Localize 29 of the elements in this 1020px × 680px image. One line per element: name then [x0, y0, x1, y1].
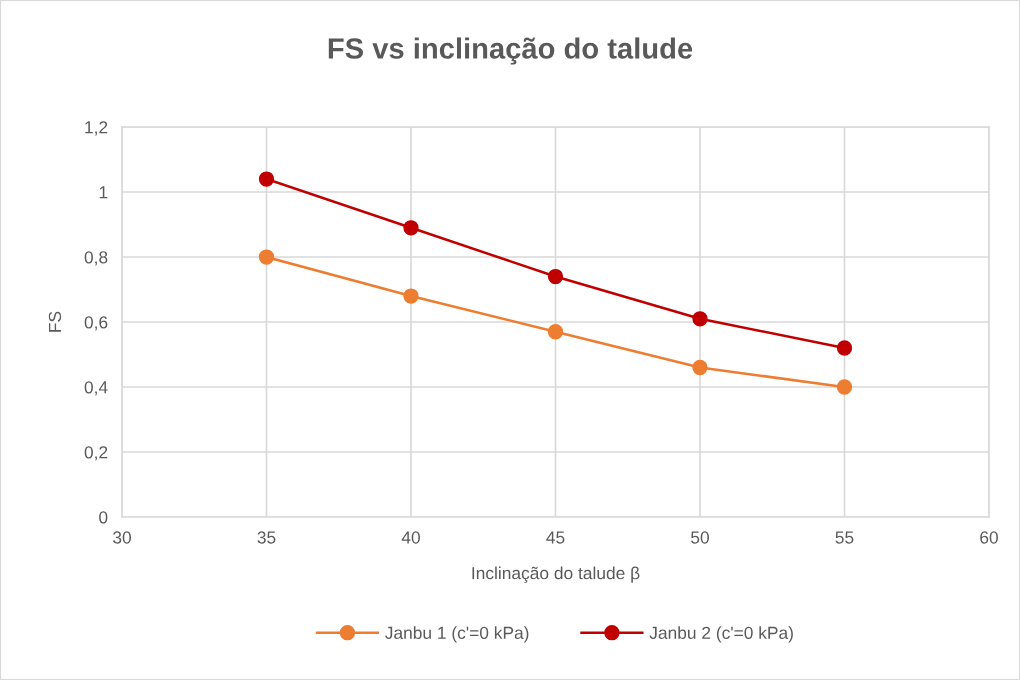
- point: [547, 268, 564, 285]
- y-tick-label: 0: [99, 511, 108, 524]
- x-tick-label: 45: [546, 531, 565, 544]
- x-tick-label: 30: [113, 531, 131, 544]
- point: [258, 249, 275, 265]
- chart-title: FS vs inclinação do talude: [328, 37, 693, 65]
- x-axis-title: Inclinação do talude β: [472, 566, 640, 583]
- x-tick-label: 35: [257, 531, 276, 544]
- y-tick-label: 0,6: [84, 316, 108, 331]
- x-tick-label: 55: [835, 531, 854, 544]
- y-tick-label: 0,8: [84, 251, 108, 266]
- point: [692, 359, 708, 376]
- y-tick-label: 0,2: [84, 446, 108, 461]
- y-tick-label: 1: [99, 186, 108, 199]
- legend-label: Janbu 2 (c'=0 kPa): [649, 626, 793, 643]
- point: [403, 288, 419, 304]
- y-tick-label: 1,2: [85, 121, 108, 136]
- point: [547, 324, 564, 340]
- point: [692, 311, 708, 327]
- y-axis-title: FS: [48, 311, 62, 332]
- point: [836, 379, 853, 395]
- x-tick-label: 40: [401, 531, 420, 544]
- point: [836, 340, 853, 356]
- x-tick-label: 60: [980, 531, 998, 544]
- legend-label: Janbu 1 (c'=0 kPa): [385, 626, 529, 643]
- x-tick-label: 50: [691, 531, 709, 544]
- point: [258, 171, 275, 187]
- y-tick-label: 0,4: [84, 381, 108, 396]
- point: [403, 220, 419, 236]
